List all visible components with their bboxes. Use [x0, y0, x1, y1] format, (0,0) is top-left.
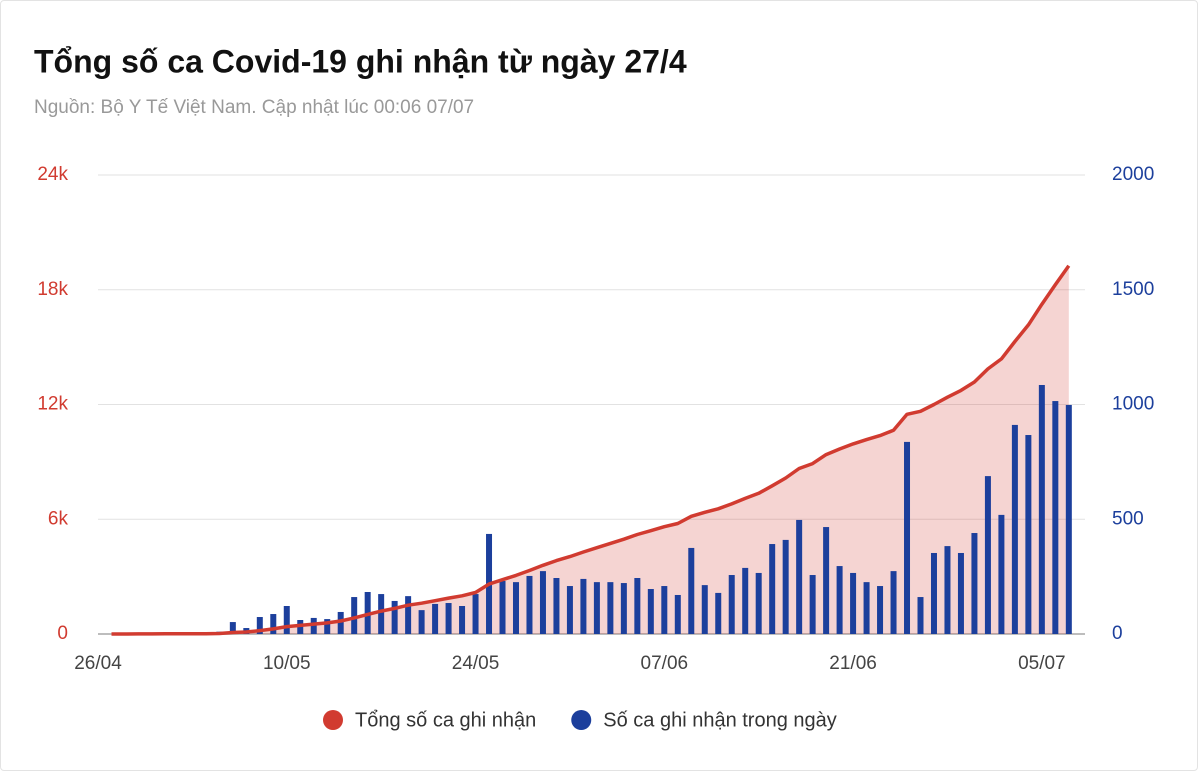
bar	[1065, 404, 1072, 634]
y-tick-label: 24k	[37, 164, 68, 185]
bar	[566, 586, 573, 634]
y2-tick-label: 2000	[1112, 164, 1154, 185]
bar	[229, 622, 236, 634]
bar	[890, 571, 897, 634]
y-tick-label: 0	[57, 623, 68, 644]
x-tick-label: 21/06	[829, 653, 877, 674]
bar	[526, 575, 533, 634]
bar	[769, 544, 776, 634]
bar	[917, 597, 924, 634]
bar	[850, 572, 857, 634]
x-tick-label: 10/05	[263, 653, 311, 674]
bar	[647, 589, 654, 634]
y-tick-label: 6k	[48, 508, 69, 529]
y2-tick-label: 1000	[1112, 394, 1154, 415]
chart-subtitle: Nguồn: Bộ Y Tế Việt Nam. Cập nhật lúc 00…	[34, 97, 474, 118]
bar	[823, 527, 830, 634]
bar	[580, 578, 587, 634]
bar	[701, 585, 708, 634]
bar	[863, 582, 870, 634]
legend-label: Số ca ghi nhận trong ngày	[603, 709, 837, 731]
bar	[283, 606, 290, 634]
bar	[391, 600, 398, 634]
bar	[715, 592, 722, 634]
bar	[755, 572, 762, 634]
y2-tick-label: 500	[1112, 508, 1144, 529]
bar	[661, 586, 668, 634]
bar	[728, 575, 735, 634]
legend-marker	[323, 710, 343, 730]
bar	[351, 597, 358, 634]
bar	[1038, 384, 1045, 634]
bar	[607, 582, 614, 634]
bar	[809, 575, 816, 634]
bar	[877, 586, 884, 634]
bar	[553, 578, 560, 634]
bar	[512, 582, 519, 634]
y-tick-label: 18k	[37, 279, 68, 300]
bar	[944, 546, 951, 634]
bar	[1025, 435, 1032, 634]
bar	[796, 519, 803, 634]
chart-title: Tổng số ca Covid-19 ghi nhận từ ngày 27/…	[34, 43, 687, 79]
legend-label: Tổng số ca ghi nhận	[355, 709, 536, 731]
bar	[984, 476, 991, 634]
bar	[459, 606, 466, 634]
bar	[998, 514, 1005, 634]
x-tick-label: 07/06	[641, 653, 689, 674]
legend-marker	[571, 710, 592, 730]
bar	[256, 617, 263, 634]
bar	[742, 567, 749, 634]
y2-tick-label: 0	[1112, 623, 1123, 644]
bar	[1052, 401, 1059, 634]
bar	[432, 603, 439, 634]
bar	[472, 594, 479, 634]
line	[111, 264, 1071, 636]
bar	[620, 583, 627, 634]
bar	[310, 617, 317, 634]
bar	[634, 578, 641, 634]
bar	[270, 614, 277, 634]
y2-tick-label: 1500	[1112, 279, 1154, 300]
bar	[445, 603, 452, 634]
area	[111, 265, 1069, 634]
bar	[499, 580, 506, 634]
y-tick-label: 12k	[37, 394, 68, 415]
bar	[418, 610, 425, 634]
bar	[405, 596, 412, 634]
bar	[688, 547, 695, 634]
bar	[337, 611, 344, 634]
bar	[674, 594, 681, 634]
x-tick-label: 05/07	[1018, 653, 1066, 674]
bar	[1011, 424, 1018, 634]
x-tick-label: 24/05	[452, 653, 500, 674]
bar	[324, 619, 331, 634]
bar	[971, 533, 978, 634]
bar	[904, 441, 911, 634]
bar	[930, 552, 937, 634]
x-tick-label: 26/04	[74, 653, 122, 674]
bar	[782, 539, 789, 634]
bar	[593, 582, 600, 634]
bar	[378, 594, 385, 634]
bar	[539, 571, 546, 634]
bar	[836, 566, 843, 634]
bar	[957, 552, 964, 634]
